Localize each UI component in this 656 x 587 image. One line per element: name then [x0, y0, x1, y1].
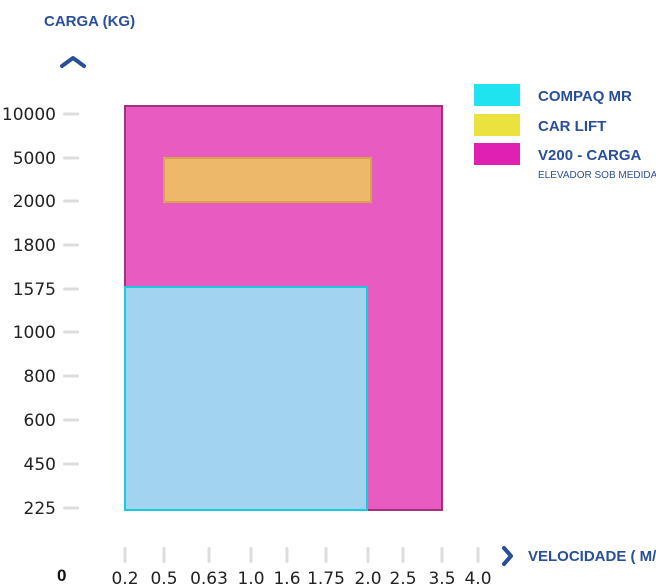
legend-swatch [474, 114, 520, 136]
y-tick-label: 1000 [13, 323, 56, 343]
y-tick-label: 225 [24, 499, 56, 519]
x-tick-label: 0.63 [190, 569, 228, 587]
legend-label: V200 - CARGA [538, 147, 642, 164]
x-tick-label: 0.2 [111, 569, 138, 587]
y-tick-label: 1575 [13, 280, 56, 300]
x-tick-mark [285, 547, 289, 563]
x-tick-label: 2.0 [354, 569, 381, 587]
x-axis-ticks: 0.2 0.5 0.63 1.0 1.6 1.75 2.0 2.5 3.5 4.0 [111, 547, 492, 587]
x-axis-arrow-icon [502, 546, 513, 566]
x-tick-mark [324, 547, 328, 563]
y-tick-label: 450 [24, 455, 56, 475]
y-tick-mark [63, 199, 79, 203]
x-tick-label: 3.5 [428, 569, 455, 587]
y-tick-mark [63, 506, 79, 510]
y-tick-mark [63, 374, 79, 378]
legend-swatch [474, 84, 520, 106]
legend-sublabel: ELEVADOR SOB MEDIDA [538, 170, 656, 181]
region-compaq-mr [124, 286, 368, 511]
chart-regions [124, 105, 443, 511]
legend: COMPAQ MR CAR LIFT V200 - CARGA ELEVADOR SO… [474, 84, 656, 181]
x-tick-mark [366, 547, 370, 563]
x-axis-title: VELOCIDADE ( M/S ) [528, 548, 656, 565]
x-tick-label: 1.6 [273, 569, 300, 587]
y-tick-mark [63, 462, 79, 466]
legend-label: CAR LIFT [538, 118, 606, 135]
y-tick-label: 1800 [13, 236, 56, 256]
y-tick-label: 800 [24, 367, 56, 387]
y-tick-mark [63, 112, 79, 116]
y-tick-mark [63, 156, 79, 160]
y-tick-label: 5000 [13, 149, 56, 169]
y-axis-arrow-icon [60, 56, 86, 68]
legend-swatch [474, 143, 520, 165]
y-tick-label: 10000 [2, 105, 56, 125]
legend-label: COMPAQ MR [538, 88, 632, 105]
y-tick-mark [63, 243, 79, 247]
x-tick-label: 1.75 [307, 569, 345, 587]
x-tick-mark [123, 547, 127, 563]
y-tick-mark [63, 418, 79, 422]
x-tick-mark [249, 547, 253, 563]
x-tick-label: 1.0 [237, 569, 264, 587]
y-tick-label: 600 [24, 411, 56, 431]
x-tick-label: 0.5 [150, 569, 177, 587]
y-axis-ticks: 225 450 600 800 1000 1575 1800 2000 5000 10000 [2, 105, 79, 519]
region-car-lift [163, 157, 372, 203]
x-tick-mark [207, 547, 211, 563]
y-axis-title: CARGA (KG) [44, 13, 135, 30]
origin-label: 0 [57, 566, 66, 585]
x-tick-mark [476, 547, 480, 563]
x-tick-mark [401, 547, 405, 563]
x-tick-label: 4.0 [464, 569, 491, 587]
y-tick-label: 2000 [13, 192, 56, 212]
y-tick-mark [63, 330, 79, 334]
x-tick-mark [440, 547, 444, 563]
x-tick-label: 2.5 [389, 569, 416, 587]
x-tick-mark [162, 547, 166, 563]
y-tick-mark [63, 287, 79, 291]
